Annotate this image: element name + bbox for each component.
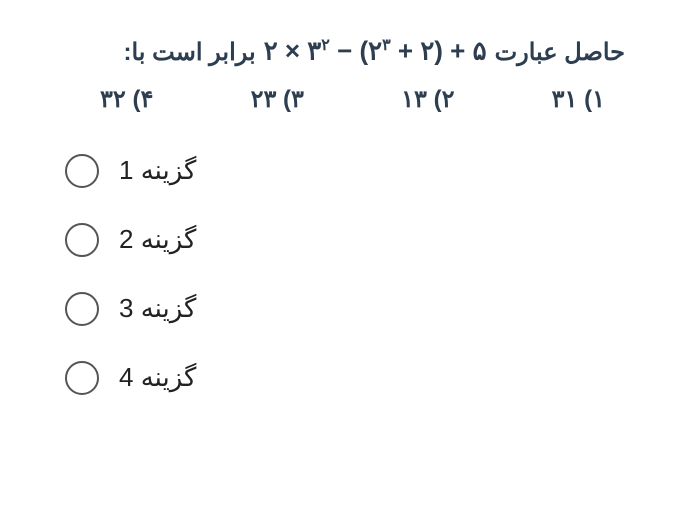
answers-row: ۱) ۳۱ ۲) ۱۳ ۳) ۲۳ ۴) ۳۲ [60,85,625,114]
question-line: حاصل عبارت ۲ × ۳۲ − (۲۳ + ۲) + ۵ برابر ا… [60,35,625,67]
answer-4: ۴) ۳۲ [100,85,153,114]
answer-val: ۲۳ [251,86,277,113]
answer-num: ۲) [434,86,455,113]
answer-3: ۳) ۲۳ [251,85,304,114]
radio-icon[interactable] [65,154,99,188]
radio-icon[interactable] [65,223,99,257]
math-expression: ۲ × ۳۲ − (۲۳ + ۲) + ۵ [264,35,487,67]
option-label: گزینه 3 [119,293,196,324]
option-label: گزینه 2 [119,224,196,255]
radio-icon[interactable] [65,361,99,395]
option-label: گزینه 4 [119,362,196,393]
question-prefix: حاصل عبارت [495,38,625,67]
answer-val: ۳۱ [552,86,578,113]
option-1[interactable]: گزینه 1 [65,154,625,188]
answer-2: ۲) ۱۳ [401,85,454,114]
answer-1: ۱) ۳۱ [552,85,605,114]
answer-num: ۱) [584,86,605,113]
answer-val: ۳۲ [100,86,126,113]
answer-num: ۴) [132,86,153,113]
answer-val: ۱۳ [401,86,427,113]
answer-num: ۳) [283,86,304,113]
question-suffix: برابر است با: [124,38,256,67]
option-4[interactable]: گزینه 4 [65,361,625,395]
option-2[interactable]: گزینه 2 [65,223,625,257]
option-label: گزینه 1 [119,155,196,186]
option-3[interactable]: گزینه 3 [65,292,625,326]
radio-icon[interactable] [65,292,99,326]
options-list: گزینه 1 گزینه 2 گزینه 3 گزینه 4 [60,154,625,395]
question-area: حاصل عبارت ۲ × ۳۲ − (۲۳ + ۲) + ۵ برابر ا… [60,35,625,114]
